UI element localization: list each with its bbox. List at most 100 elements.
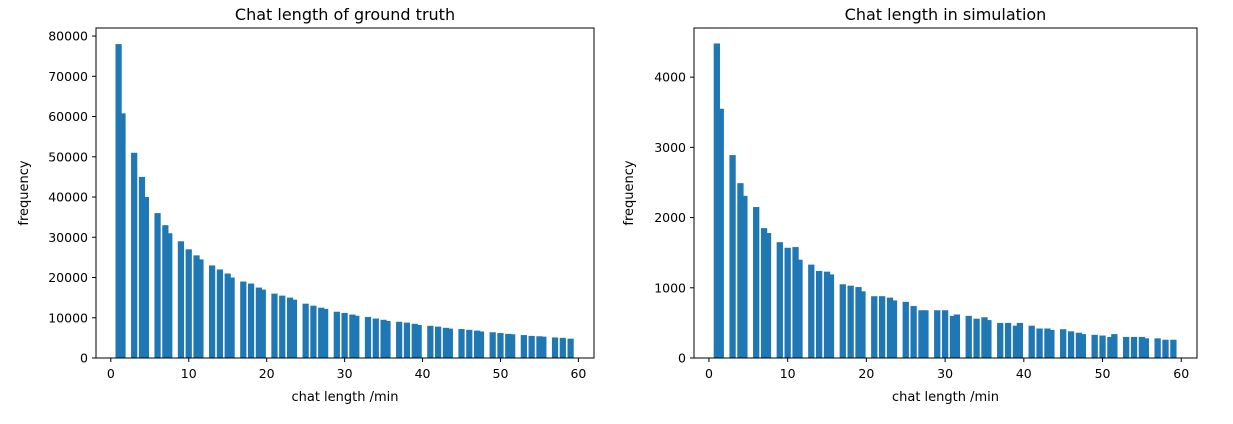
bar xyxy=(131,152,138,358)
bar xyxy=(286,297,294,358)
bar xyxy=(271,293,278,358)
bar xyxy=(1079,334,1087,358)
bar xyxy=(322,308,329,358)
bar xyxy=(427,325,434,358)
x-tick-label: 60 xyxy=(570,366,586,381)
bar xyxy=(827,274,835,358)
bar xyxy=(446,328,453,358)
bar xyxy=(1154,338,1161,358)
bar xyxy=(934,310,941,358)
bar xyxy=(997,322,1004,358)
bar xyxy=(353,315,360,358)
bar xyxy=(224,273,231,358)
bar xyxy=(333,311,340,358)
bar xyxy=(559,337,566,358)
bar xyxy=(764,233,772,358)
bar xyxy=(1111,334,1118,358)
bar xyxy=(435,326,442,358)
x-tick-label: 20 xyxy=(259,366,275,381)
y-tick-label: 10000 xyxy=(48,310,88,325)
bar xyxy=(1036,328,1043,358)
x-axis-label: chat length /min xyxy=(291,390,398,405)
bar xyxy=(520,335,527,358)
bar xyxy=(290,299,298,358)
bar xyxy=(760,228,768,358)
bar xyxy=(713,43,720,358)
x-axis-label: chat length /min xyxy=(892,390,999,405)
bar xyxy=(784,247,791,358)
bar xyxy=(1044,328,1051,358)
bar xyxy=(1060,329,1067,358)
y-tick-label: 0 xyxy=(678,351,686,366)
bar xyxy=(886,297,894,358)
chart-panel-sim: 0 10 20 30 40 50 60 0 1000 2000 3000 4000 Chat lengt… xyxy=(622,5,1198,405)
bar xyxy=(477,331,485,358)
x-tick-label: 10 xyxy=(181,366,197,381)
bar xyxy=(403,322,411,358)
bar xyxy=(255,287,262,358)
bar xyxy=(240,281,247,358)
bar xyxy=(1028,325,1035,358)
x-tick-label: 40 xyxy=(1016,366,1032,381)
bar xyxy=(918,310,925,358)
bar xyxy=(162,225,169,358)
chart-title: Chat length of ground truth xyxy=(235,5,455,24)
y-axis-label: frequency xyxy=(622,160,637,226)
bar xyxy=(466,329,473,358)
bars-sim xyxy=(713,43,1177,359)
bar xyxy=(193,255,200,358)
bar xyxy=(364,316,372,358)
bar xyxy=(839,284,846,358)
bars-gt xyxy=(115,44,574,358)
y-tick-label: 0 xyxy=(80,351,88,366)
bar xyxy=(497,333,504,358)
bar xyxy=(729,155,736,358)
bar xyxy=(823,271,831,358)
x-tick-label: 50 xyxy=(1095,366,1111,381)
y-tick-label: 40000 xyxy=(48,190,88,205)
bar xyxy=(1004,322,1012,358)
y-tick-label: 4000 xyxy=(654,70,686,85)
bar xyxy=(753,207,760,358)
bar xyxy=(902,301,909,358)
y-axis-label: frequency xyxy=(17,160,32,226)
bar xyxy=(855,287,862,358)
bar xyxy=(1170,339,1177,358)
bar xyxy=(922,310,929,358)
bar xyxy=(154,213,161,358)
bar xyxy=(1048,329,1055,358)
bar xyxy=(717,108,724,359)
bar xyxy=(981,317,988,358)
bar xyxy=(473,330,481,358)
bar xyxy=(737,183,744,358)
bar xyxy=(411,323,418,358)
bar xyxy=(1162,339,1169,358)
bar xyxy=(1091,334,1098,358)
x-tick-label: 60 xyxy=(1173,366,1189,381)
bar xyxy=(1123,336,1130,358)
bar xyxy=(372,318,379,358)
y-tick-label: 3000 xyxy=(654,140,686,155)
x-tick-label: 50 xyxy=(493,366,509,381)
x-tick-label: 40 xyxy=(415,366,431,381)
bar xyxy=(185,249,192,358)
bar xyxy=(310,305,317,358)
bar xyxy=(505,333,512,358)
bar xyxy=(1142,338,1149,358)
bar xyxy=(1138,336,1146,358)
bar xyxy=(318,307,325,358)
bar xyxy=(859,291,866,358)
bar xyxy=(302,303,309,358)
bar xyxy=(197,259,204,358)
bar xyxy=(973,318,980,358)
bar xyxy=(910,306,917,358)
bar xyxy=(540,336,547,358)
bar xyxy=(177,241,185,358)
bar xyxy=(138,176,146,358)
x-tick-label: 30 xyxy=(937,366,953,381)
x-tick-label: 0 xyxy=(705,366,713,381)
bar xyxy=(1012,325,1020,358)
bar xyxy=(259,289,266,358)
bar xyxy=(985,320,992,358)
